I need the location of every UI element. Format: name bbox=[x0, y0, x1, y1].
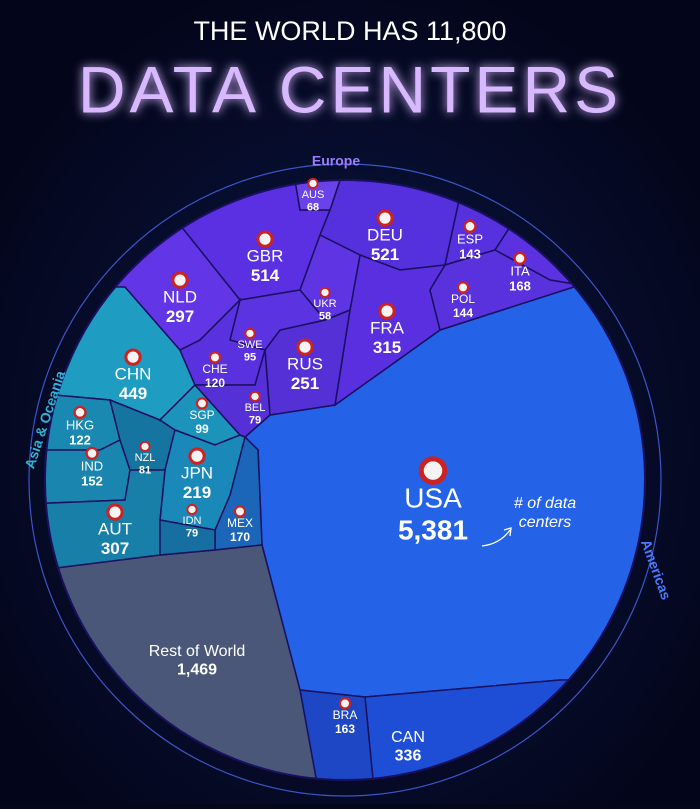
annotation: centers bbox=[519, 514, 571, 531]
chart-title: THE WORLD HAS 11,800 bbox=[193, 16, 506, 46]
cell-value: 336 bbox=[395, 748, 422, 765]
cell-value: 219 bbox=[183, 483, 211, 502]
cell-value: 5,381 bbox=[398, 515, 468, 546]
cell-value: 297 bbox=[166, 307, 194, 326]
cell-value: 143 bbox=[459, 246, 481, 261]
chart-subtitle: DATA CENTERS bbox=[78, 52, 622, 126]
flag bbox=[195, 397, 209, 410]
flag bbox=[513, 251, 527, 265]
cell-name: GBR bbox=[247, 246, 284, 265]
flag bbox=[256, 230, 274, 248]
flag bbox=[418, 456, 448, 485]
flag bbox=[106, 503, 124, 521]
cell-value: 58 bbox=[319, 311, 331, 323]
cell-name: BEL bbox=[245, 402, 266, 414]
flag bbox=[338, 697, 352, 710]
cell-value: 122 bbox=[69, 432, 91, 447]
cell-name: JPN bbox=[181, 463, 213, 482]
cell-name: HKG bbox=[66, 417, 94, 432]
cells bbox=[45, 180, 645, 780]
cell-value: 315 bbox=[373, 338, 401, 357]
cell-value: 79 bbox=[249, 415, 261, 427]
cell-name: AUT bbox=[98, 519, 132, 538]
cell-value: 251 bbox=[291, 374, 319, 393]
flag bbox=[85, 446, 99, 460]
cell-name: AUS bbox=[302, 189, 325, 201]
cell-name: USA bbox=[404, 482, 462, 513]
cell-value: 68 bbox=[307, 202, 319, 214]
cell-value: 514 bbox=[251, 266, 280, 285]
flag bbox=[296, 338, 314, 356]
flag bbox=[376, 209, 394, 227]
cell-name: NZL bbox=[135, 452, 156, 464]
annotation: # of data bbox=[514, 495, 576, 512]
cell-value: 79 bbox=[186, 528, 198, 540]
cell-name: UKR bbox=[313, 298, 336, 310]
cell-value: 99 bbox=[195, 422, 209, 436]
cell bbox=[193, 349, 271, 438]
cell-name: FRA bbox=[370, 318, 405, 337]
cell-name: BRA bbox=[333, 708, 358, 722]
cell-name: Rest of World bbox=[149, 643, 246, 660]
cell-value: 1,469 bbox=[177, 662, 217, 679]
flag bbox=[233, 505, 247, 518]
flag bbox=[73, 405, 87, 419]
cell-value: 120 bbox=[205, 376, 225, 390]
cell bbox=[45, 469, 166, 576]
cell-name: SGP bbox=[189, 408, 214, 422]
cell-value: 152 bbox=[81, 473, 103, 488]
cell-name: NLD bbox=[163, 287, 197, 306]
cell-value: 307 bbox=[101, 539, 129, 558]
cell-name: CHE bbox=[202, 362, 227, 376]
cell-value: 449 bbox=[119, 384, 147, 403]
cell bbox=[159, 519, 216, 556]
cell bbox=[289, 180, 352, 211]
annotation-arrow bbox=[481, 529, 511, 547]
cell-name: RUS bbox=[287, 354, 323, 373]
flag bbox=[307, 177, 319, 190]
cell-name: CHN bbox=[115, 364, 152, 383]
flag bbox=[456, 281, 470, 294]
region-label: Europe bbox=[312, 153, 360, 169]
cell-name: DEU bbox=[367, 225, 403, 244]
cell-value: 163 bbox=[335, 722, 355, 736]
cell-name: MEX bbox=[227, 516, 253, 530]
flag bbox=[188, 447, 206, 465]
flag bbox=[171, 271, 189, 289]
cell-value: 168 bbox=[509, 278, 531, 293]
cell-name: CAN bbox=[391, 729, 425, 746]
flag bbox=[463, 219, 477, 233]
flag bbox=[208, 351, 222, 364]
cell-name: SWE bbox=[237, 339, 262, 351]
cell-value: 521 bbox=[371, 245, 399, 264]
outer-ring bbox=[28, 163, 662, 797]
annotation-arrow bbox=[503, 527, 512, 537]
flag bbox=[249, 390, 261, 403]
cell-name: IDN bbox=[183, 515, 202, 527]
circle-outline bbox=[44, 179, 646, 781]
cell-value: 170 bbox=[230, 530, 250, 544]
cell-name: POL bbox=[451, 292, 475, 306]
cell-value: 95 bbox=[244, 352, 256, 364]
flag bbox=[319, 286, 331, 299]
cell-name: ESP bbox=[457, 231, 483, 246]
flag bbox=[186, 503, 198, 516]
flag bbox=[378, 302, 396, 320]
flag bbox=[124, 348, 142, 366]
cell-name: IND bbox=[81, 458, 103, 473]
cell-value: 81 bbox=[139, 465, 151, 477]
cell-name: ITA bbox=[510, 263, 530, 278]
flag bbox=[139, 440, 151, 453]
flag bbox=[244, 327, 256, 340]
cell-value: 144 bbox=[453, 306, 473, 320]
